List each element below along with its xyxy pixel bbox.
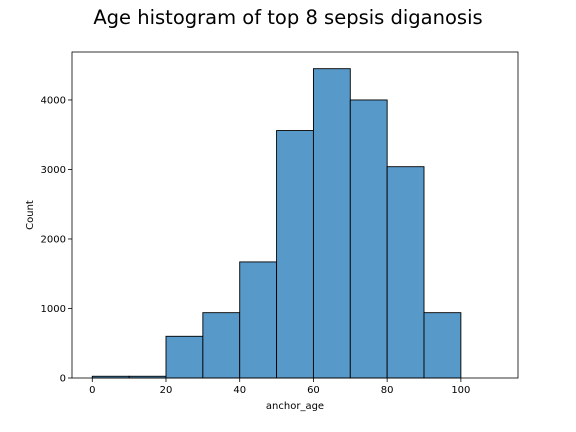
- histogram-bar-20-30: [165, 335, 204, 379]
- bars-group: [91, 68, 462, 379]
- x-tick-label: 60: [307, 385, 320, 396]
- histogram-bar-50-60: [276, 130, 314, 379]
- y-axis-ticks: 0 1000 2000 3000 4000: [41, 95, 72, 385]
- y-tick-label: 0: [60, 374, 66, 385]
- x-tick-label: 40: [233, 385, 246, 396]
- histogram-bar-30-40: [202, 312, 241, 379]
- plot-frame: [71, 51, 519, 379]
- y-tick-label: 1000: [41, 304, 66, 315]
- histogram-bar-60-70: [312, 68, 351, 379]
- y-tick-label: 4000: [41, 95, 66, 106]
- y-tick-label: 3000: [41, 165, 66, 176]
- histogram-bar-90-100: [423, 312, 462, 379]
- histogram-bar-70-80: [349, 99, 388, 379]
- histogram-bar-40-50: [239, 261, 278, 379]
- histogram-bar-80-90: [386, 166, 425, 379]
- x-tick-label: 20: [160, 385, 173, 396]
- x-tick-label: 100: [451, 385, 470, 396]
- y-tick-label: 2000: [41, 234, 66, 245]
- chart-title: Age histogram of top 8 sepsis diganosis: [93, 6, 482, 29]
- x-tick-label: 80: [381, 385, 394, 396]
- y-axis-label: Count: [25, 200, 36, 230]
- x-axis-ticks: 0 20 40 60 80 100: [89, 378, 470, 396]
- x-tick-label: 0: [89, 385, 95, 396]
- x-axis-label: anchor_age: [266, 401, 324, 412]
